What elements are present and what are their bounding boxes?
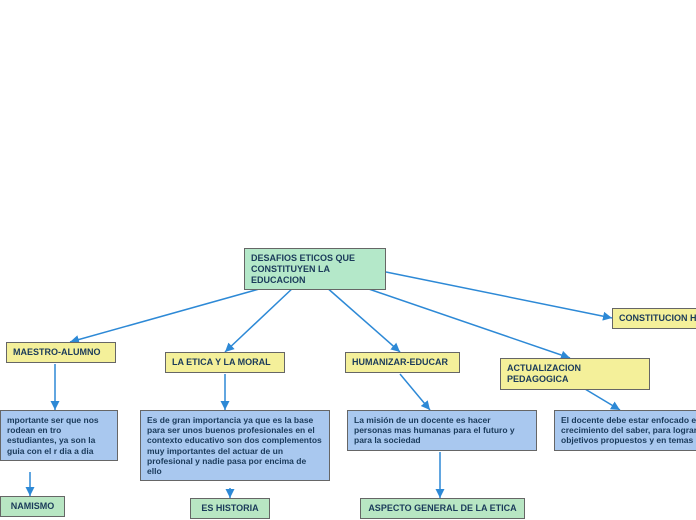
category-maestro-alumno: MAESTRO-ALUMNO (6, 342, 116, 363)
desc-maestro-alumno: mportante ser que nos rodean en tro estu… (0, 410, 118, 461)
desc-etica-moral: Es de gran importancia ya que es la base… (140, 410, 330, 481)
root-node: DESAFIOS ETICOS QUE CONSTITUYEN LA EDUCA… (244, 248, 386, 290)
category-humanizar-educar: HUMANIZAR-EDUCAR (345, 352, 460, 373)
category-etica-moral: LA ETICA Y LA MORAL (165, 352, 285, 373)
sub-dinamismo: NAMISMO (0, 496, 65, 517)
sub-es-historia: ES HISTORIA (190, 498, 270, 519)
category-constitucion-humana: CONSTITUCION HUM (612, 308, 696, 329)
desc-humanizar-educar: La misión de un docente es hacer persona… (347, 410, 537, 451)
sub-aspecto-general-etica: ASPECTO GENERAL DE LA ETICA (360, 498, 525, 519)
desc-actualizacion: El docente debe estar enfocado en su cre… (554, 410, 696, 451)
category-actualizacion-pedagogica: ACTUALIZACION PEDAGOGICA (500, 358, 650, 390)
